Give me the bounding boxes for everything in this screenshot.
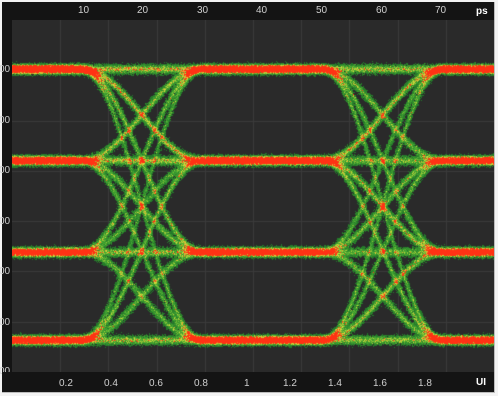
top-time-axis: 10 20 30 40 50 60 70 ps	[2, 2, 494, 20]
left-tick-3: 00	[0, 165, 11, 176]
bottom-tick-0.4: 0.4	[104, 378, 118, 389]
left-tick-7: 00	[0, 366, 10, 378]
bottom-tick-1.8: 1.8	[418, 378, 432, 389]
bottom-tick-1: 1	[244, 378, 250, 389]
bottom-tick-0.6: 0.6	[149, 378, 163, 389]
left-tick-5: 00	[0, 266, 11, 277]
left-tick-4: 00	[0, 216, 11, 227]
bottom-ui-axis: 0.2 0.4 0.6 0.8 1 1.2 1.4 1.6 1.8 UI	[2, 372, 494, 392]
left-tick-2: 00	[0, 115, 11, 126]
bottom-axis-unit: UI	[476, 377, 486, 388]
top-axis-unit: ps	[476, 6, 488, 17]
left-tick-1: 00	[0, 64, 11, 75]
top-tick-60: 60	[376, 5, 388, 16]
top-tick-70: 70	[435, 5, 447, 16]
bottom-tick-1.4: 1.4	[328, 378, 342, 389]
bottom-tick-0.2: 0.2	[59, 378, 73, 389]
eye-density-plot[interactable]	[12, 20, 494, 372]
top-tick-20: 20	[137, 5, 149, 16]
left-tick-6: 00	[0, 317, 11, 328]
top-tick-30: 30	[197, 5, 209, 16]
top-tick-40: 40	[256, 5, 268, 16]
bottom-tick-1.6: 1.6	[373, 378, 387, 389]
top-tick-50: 50	[316, 5, 328, 16]
bottom-tick-1.2: 1.2	[283, 378, 297, 389]
left-amplitude-axis: 00 00 00 00 00 00 00	[0, 20, 12, 377]
eye-density-canvas[interactable]	[12, 20, 494, 372]
top-tick-10: 10	[78, 5, 90, 16]
bottom-tick-0.8: 0.8	[194, 378, 208, 389]
